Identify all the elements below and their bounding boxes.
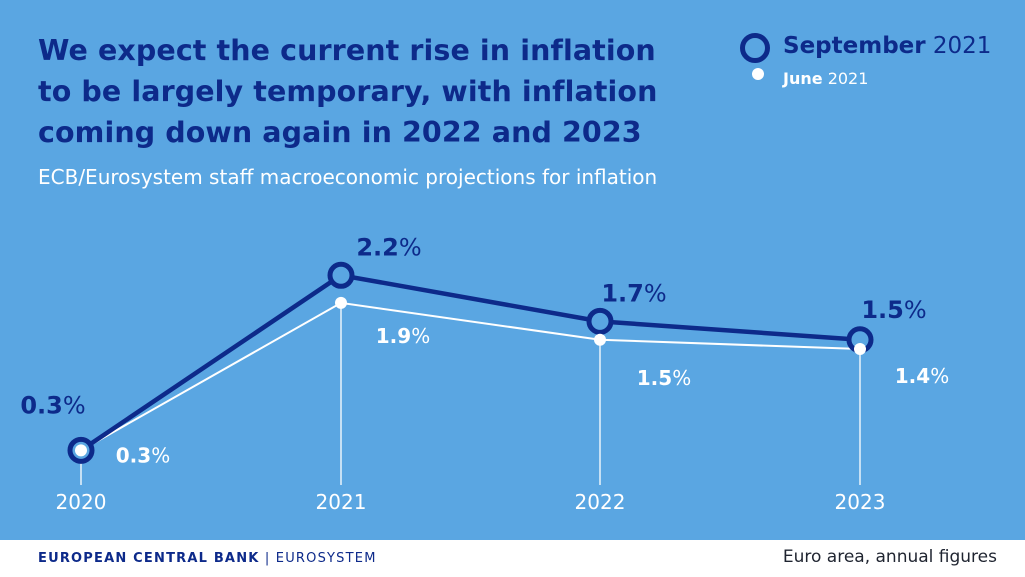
ring-marker-icon <box>740 33 770 63</box>
x-tick-label: 2023 <box>835 490 886 514</box>
title-line: coming down again in 2022 and 2023 <box>38 116 642 149</box>
series-line-june <box>80 301 861 452</box>
data-label-june: 1.5% <box>637 366 691 390</box>
data-label-september: 2.2% <box>356 233 421 261</box>
data-label-june: 1.9% <box>376 324 430 348</box>
chart-title: We expect the current rise in inflation … <box>38 30 718 153</box>
point-june <box>854 343 866 355</box>
chart-panel <box>0 0 1025 540</box>
legend-year: 2021 <box>932 33 992 59</box>
chart-subtitle: ECB/Eurosystem staff macroeconomic proje… <box>38 165 658 189</box>
ecb-logo-text: EUROPEAN CENTRAL BANK | EUROSYSTEM <box>38 551 377 566</box>
dot-marker-icon <box>752 68 764 80</box>
title-line: We expect the current rise in inflation <box>38 34 656 67</box>
legend-year: 2021 <box>827 69 869 88</box>
legend-label-september: September 2021 <box>783 33 991 59</box>
x-tick-label: 2020 <box>56 490 107 514</box>
x-tick-label: 2021 <box>316 490 367 514</box>
data-label-september: 1.7% <box>601 279 666 307</box>
data-label-june: 1.4% <box>895 364 949 388</box>
data-label-june: 0.3% <box>116 443 170 467</box>
legend-label-june: June 2021 <box>783 69 868 88</box>
point-september <box>327 261 355 289</box>
data-label-september: 1.5% <box>861 296 926 324</box>
legend-month: September <box>783 33 926 59</box>
legend-month: June <box>783 69 823 88</box>
point-june <box>594 333 606 346</box>
title-line: to be largely temporary, with inflation <box>38 75 658 108</box>
x-tick-label: 2022 <box>575 490 626 514</box>
series-line-september <box>79 273 861 453</box>
point-september <box>586 307 614 335</box>
point-june <box>75 444 87 457</box>
point-june <box>335 296 347 309</box>
footer: EUROPEAN CENTRAL BANK | EUROSYSTEM Euro … <box>0 540 1025 577</box>
line-chart: 2020 2021 2022 2023 0.3% 2.2% 1.7% 1.5% 0.3% 1.9%… <box>20 233 949 514</box>
data-label-september: 0.3% <box>20 391 85 419</box>
footer-note: Euro area, annual figures <box>782 547 997 567</box>
